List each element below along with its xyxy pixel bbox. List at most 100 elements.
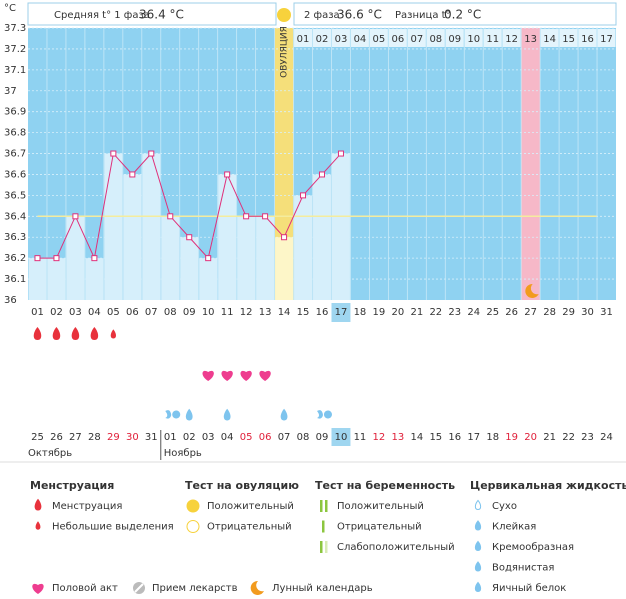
x-tick-label: 03 [69,307,82,318]
legend-icon [322,520,325,533]
calendar-date: 11 [354,432,367,443]
legend-title: Тест на овуляцию [185,479,299,492]
calendar-date: 30 [126,432,139,443]
x-tick-label: 07 [145,307,158,318]
calendar-date: 09 [316,432,329,443]
temperature-bar [294,195,313,300]
legend-item: Сухо [492,501,517,512]
temperature-point [53,255,60,262]
phase2-day: 10 [467,34,480,45]
calendar-date: 25 [31,432,44,443]
phase2-value: 36.6 °С [337,8,382,22]
y-tick-label: 36.1 [4,274,26,285]
temperature-bar [47,258,66,300]
legend-icon [134,583,144,593]
phase2-day: 07 [410,34,423,45]
x-tick-label: 31 [600,307,613,318]
temperature-bar [161,216,180,300]
legend-item: Яичный белок [492,583,566,594]
today-box [331,303,351,322]
legend-icon [325,541,328,553]
y-tick-label: 36.4 [4,211,26,222]
y-tick-label: 37.1 [4,65,26,76]
phase2-cell [407,29,426,47]
calendar-date: 06 [259,432,272,443]
x-tick-label: 20 [392,307,405,318]
phase2-cell [313,29,331,47]
cervical-drop [185,408,193,421]
x-tick-label: 05 [107,307,120,318]
x-tick-label: 10 [202,307,215,318]
x-tick-label: 01 [31,307,44,318]
menstruation-drop [71,327,80,340]
phase2-cell [502,29,521,47]
calendar-date: 22 [562,432,575,443]
legend-icon [474,499,482,511]
ovulation-sun [277,8,291,22]
menstruation-drop [90,327,99,340]
ovulation-label: ОВУЛЯЦИЯ [280,26,290,78]
legend-icon [250,580,264,595]
temperature-bar [256,216,275,300]
temperature-point [167,213,174,220]
legend-title: Цервикальная жидкость [470,479,626,492]
legend-item: Менструация [52,501,122,512]
phase2-day: 09 [448,34,461,45]
phase2-cell [483,29,502,47]
temperature-bar [199,258,218,300]
legend-item: Положительный [337,501,424,512]
temperature-bar [237,216,256,300]
legend-item: Небольшие выделения [52,522,174,533]
phase2-cell [464,29,483,47]
phase2-cell [350,29,369,47]
phase2-day: 12 [505,34,518,45]
calendar-date: 27 [69,432,82,443]
legend-icon [474,520,482,531]
y-tick-label: 37.2 [4,44,26,55]
menstruation-drop [52,327,61,340]
temperature-point [243,213,250,220]
legend-item: Положительный [207,501,294,512]
legend-icon [320,541,323,553]
legend-item: Половой акт [52,583,118,594]
phase2-cell [294,29,313,47]
phase2-day: 03 [335,34,348,45]
calendar-date: 12 [373,432,386,443]
calendar-date: 14 [410,432,423,443]
calendar-date: 24 [600,432,613,443]
calendar-date: 17 [467,432,480,443]
temperature-point [205,255,212,262]
legend-title: Менструация [30,479,114,492]
temperature-bar [313,174,331,300]
x-tick-label: 23 [448,307,461,318]
x-tick-label: 22 [429,307,442,318]
x-tick-label: 25 [486,307,499,318]
temperature-bar [142,153,161,300]
calendar-date: 23 [581,432,594,443]
calendar-today-box [331,428,351,446]
y-tick-label: 36.9 [4,107,26,118]
calendar-date: 13 [392,432,405,443]
legend-icon [32,583,44,594]
temperature-point [300,192,307,199]
legend-icon [186,520,200,533]
calendar-date: 08 [297,432,310,443]
phase2-day: 02 [316,34,329,45]
x-tick-label: 28 [543,307,556,318]
cervical-drop [223,408,231,421]
phase2-day: 17 [600,34,613,45]
legend-title: Тест на беременность [315,479,455,492]
y-unit-label: °C [4,3,16,14]
y-tick-label: 36 [4,295,17,306]
phase2-cell [426,29,445,47]
temperature-point [262,213,269,220]
x-tick-label: 19 [373,307,386,318]
menstruation-drop [33,327,42,340]
calendar-date: 01 [164,432,177,443]
legend-icon [186,499,200,513]
x-tick-label: 30 [581,307,594,318]
y-tick-label: 36.2 [4,253,26,264]
temperature-point [129,171,136,178]
menstruation-drop [110,329,116,339]
month-label: Октябрь [28,448,72,459]
